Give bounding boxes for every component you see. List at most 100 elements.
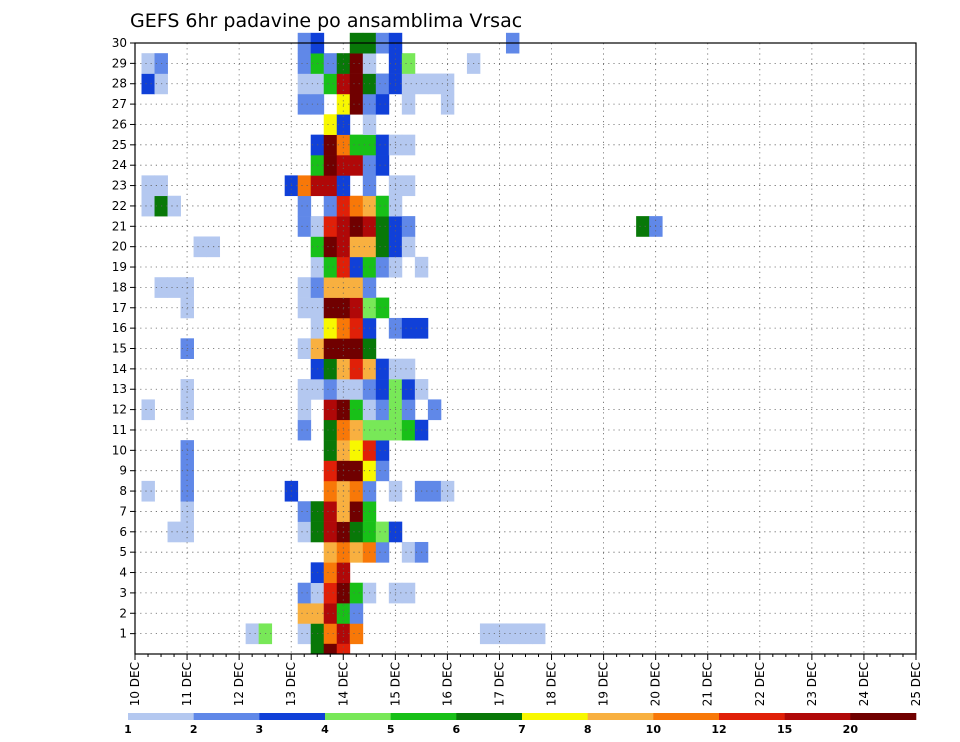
heatmap-cell <box>401 419 416 441</box>
heatmap-cell <box>323 623 338 645</box>
heatmap-cell <box>349 358 364 380</box>
heatmap-cell <box>349 460 364 482</box>
heatmap-cell <box>297 93 312 115</box>
heatmap-cell <box>401 175 416 197</box>
x-tick-label: 22 DEC <box>753 662 767 706</box>
heatmap-cell <box>297 603 312 624</box>
heatmap-cell <box>297 338 312 359</box>
colorbar-swatch <box>390 713 457 720</box>
heatmap-cell <box>401 73 416 95</box>
heatmap-cell <box>141 53 155 74</box>
heatmap-cell <box>375 358 390 380</box>
heatmap-cell <box>193 236 207 258</box>
colorbar-swatch <box>128 713 194 720</box>
heatmap-cell <box>323 134 338 156</box>
heatmap-cell <box>323 256 338 278</box>
x-tick-label: 25 DEC <box>909 662 923 706</box>
heatmap-cell <box>349 419 364 441</box>
heatmap-cell <box>349 73 364 95</box>
heatmap-cell <box>323 155 338 176</box>
heatmap-cell <box>349 440 364 461</box>
y-tick-label: 26 <box>112 117 127 131</box>
x-tick-label: 21 DEC <box>701 662 715 706</box>
y-tick-label: 27 <box>112 97 127 111</box>
heatmap-cell <box>323 460 338 482</box>
heatmap-cell <box>401 53 416 74</box>
heatmap-cell <box>401 134 416 156</box>
heatmap-cells <box>141 32 663 655</box>
heatmap-cell <box>401 379 416 400</box>
colorbar-label: 4 <box>321 723 329 736</box>
x-tick-label: 20 DEC <box>649 662 663 706</box>
heatmap-cell <box>323 236 338 258</box>
heatmap-cell <box>297 399 312 421</box>
heatmap-cell <box>323 379 338 400</box>
heatmap-cell <box>297 216 312 237</box>
heatmap-cell <box>427 73 442 95</box>
y-tick-label: 10 <box>112 443 127 457</box>
y-tick-label: 9 <box>119 464 127 478</box>
x-tick-label: 12 DEC <box>232 662 246 706</box>
heatmap-cell <box>375 134 390 156</box>
heatmap-cell <box>349 603 364 624</box>
heatmap-cell <box>401 582 416 604</box>
x-tick-label: 19 DEC <box>597 662 611 706</box>
colorbar-swatch <box>259 713 326 720</box>
y-tick-label: 29 <box>112 56 127 70</box>
colorbar-swatch <box>587 713 654 720</box>
y-tick-label: 28 <box>112 77 127 91</box>
heatmap-cell <box>245 623 260 645</box>
heatmap-cell <box>297 419 312 441</box>
heatmap-cell <box>297 623 312 645</box>
heatmap-cell <box>323 53 338 74</box>
heatmap-cell <box>375 93 390 115</box>
heatmap-cell <box>349 216 364 237</box>
heatmap-cell <box>323 603 338 624</box>
heatmap-cell <box>323 440 338 461</box>
heatmap-cell <box>349 480 364 502</box>
heatmap-cell <box>323 582 338 604</box>
colorbar-label: 5 <box>387 723 395 736</box>
heatmap-cell <box>349 623 364 645</box>
heatmap-cell <box>323 175 338 197</box>
colorbar-label: 20 <box>843 723 859 736</box>
colorbar-label: 3 <box>256 723 264 736</box>
heatmap-cell <box>349 317 364 339</box>
heatmap-cell <box>297 582 312 604</box>
heatmap-cell <box>323 114 338 135</box>
heatmap-cell <box>375 541 390 563</box>
heatmap-cell <box>323 399 338 421</box>
y-tick-label: 4 <box>119 566 127 580</box>
y-tick-label: 8 <box>119 484 127 498</box>
y-tick-label: 12 <box>112 403 127 417</box>
y-tick-label: 23 <box>112 179 127 193</box>
heatmap-cell <box>349 155 364 176</box>
heatmap-cell <box>375 236 390 258</box>
heatmap-cell <box>297 297 312 319</box>
heatmap-cell <box>375 256 390 278</box>
heatmap-cell <box>167 521 181 543</box>
y-tick-label: 11 <box>112 423 127 437</box>
heatmap-cell <box>323 73 338 95</box>
heatmap-cell <box>375 419 390 441</box>
heatmap-cell <box>479 623 494 645</box>
colorbar-swatch <box>784 713 851 720</box>
colorbar-swatch <box>522 713 588 720</box>
x-tick-label: 17 DEC <box>492 662 506 706</box>
heatmap-cell <box>349 521 364 543</box>
heatmap-cell <box>141 73 155 95</box>
y-tick-label: 19 <box>112 260 127 274</box>
heatmap-cell <box>349 582 364 604</box>
y-tick-label: 3 <box>119 586 127 600</box>
heatmap-cell <box>532 623 546 645</box>
heatmap-cell <box>349 134 364 156</box>
y-tick-label: 13 <box>112 382 127 396</box>
colorbar: 1 2 3 4 5 6 7 8 10 12 15 20 <box>124 713 917 736</box>
colorbar-label: 15 <box>777 723 792 736</box>
heatmap-cell <box>323 419 338 441</box>
heatmap-cell <box>310 643 325 655</box>
colorbar-swatch <box>325 713 391 720</box>
heatmap-cell <box>297 53 312 74</box>
heatmap-cell <box>401 317 416 339</box>
heatmap-cell <box>297 521 312 543</box>
